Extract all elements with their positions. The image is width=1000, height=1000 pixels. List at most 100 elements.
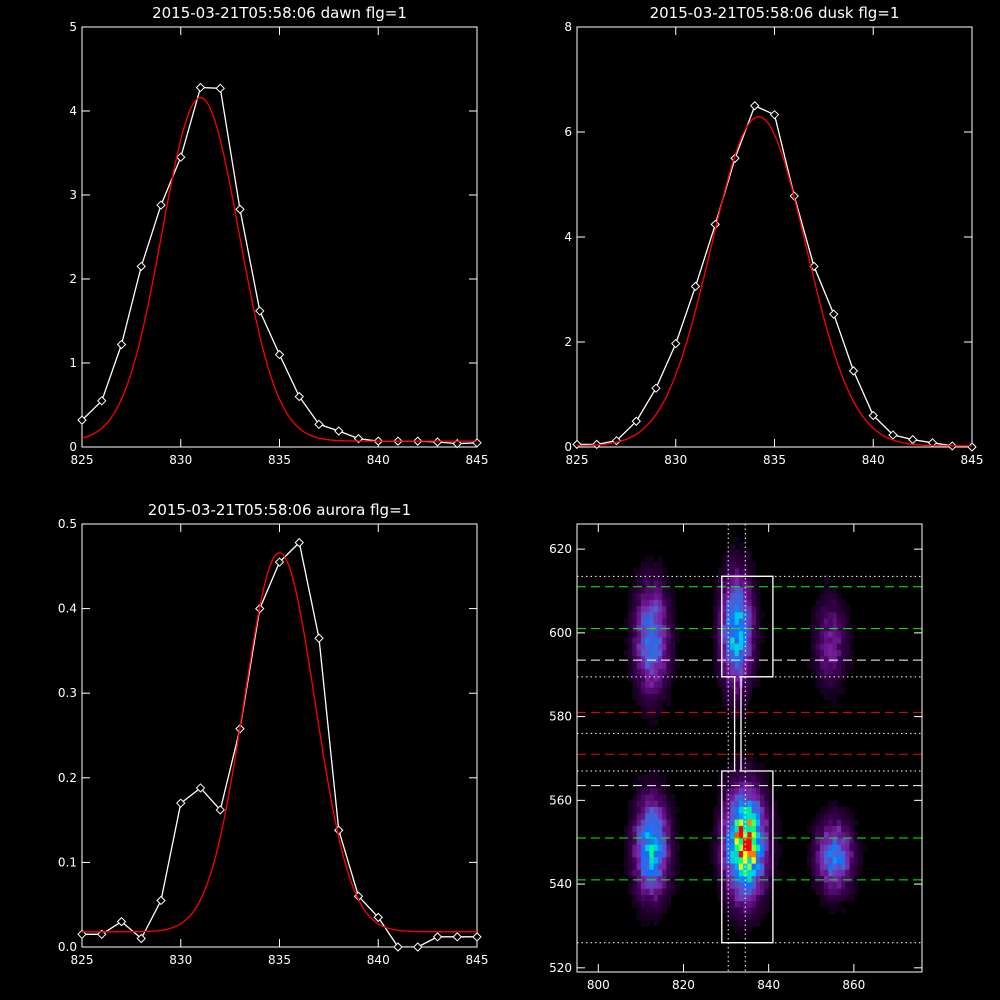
x-tick-label: 825 [71, 453, 94, 467]
data-line [82, 541, 477, 947]
x-tick-label: 800 [587, 978, 610, 992]
data-line [577, 104, 972, 447]
y-tick-label: 0.4 [58, 602, 77, 616]
data-point [472, 438, 482, 448]
y-tick-label: 0.1 [58, 855, 77, 869]
data-point [452, 932, 462, 942]
x-tick-label: 845 [961, 453, 984, 467]
data-point [432, 932, 443, 942]
y-tick-label: 2 [69, 272, 77, 286]
data-point [294, 391, 304, 402]
plot-frame [576, 523, 923, 973]
chart-2: 825 830 835 840 845 0.0 0.1 0.2 0.3 0.4 0.5 2015-03… [58, 501, 489, 967]
data-point [176, 152, 186, 162]
y-tick-label: 5 [69, 20, 77, 34]
selection-outline [721, 575, 774, 944]
x-tick-label: 835 [268, 453, 291, 467]
y-tick-label: 0.3 [58, 686, 77, 700]
data-point [334, 426, 344, 436]
chart-title: 2015-03-21T05:58:06 dawn flg=1 [152, 4, 407, 22]
data-point [413, 942, 423, 952]
data-point [373, 912, 383, 923]
data-point [116, 916, 127, 927]
data-point [274, 557, 285, 567]
data-point [195, 783, 206, 793]
data-point [572, 439, 582, 450]
y-tick-label: 0.2 [58, 771, 77, 785]
data-point [651, 383, 661, 393]
chart-1: 825 830 835 840 845 0 2 4 6 8 2015-03-21T05:58:06 … [564, 4, 983, 467]
chart-3: 800 820 840 860 520 540 560 580 600 620 [549, 523, 923, 992]
data-point [136, 261, 146, 272]
x-tick-label: 840 [757, 978, 780, 992]
data-point [215, 805, 225, 815]
data-point [215, 83, 225, 94]
data-point [888, 430, 898, 440]
data-point [967, 442, 977, 452]
y-tick-label: 540 [549, 877, 572, 891]
x-tick-label: 830 [169, 453, 192, 467]
y-tick-label: 600 [549, 626, 572, 640]
data-point [314, 633, 324, 643]
data-point [97, 396, 107, 406]
y-tick-label: 6 [564, 125, 572, 139]
x-tick-label: 835 [268, 953, 291, 967]
data-point [195, 82, 206, 93]
data-point [908, 434, 918, 445]
y-tick-label: 4 [564, 230, 572, 244]
data-point [294, 537, 304, 548]
data-point [176, 798, 186, 808]
data-point [848, 366, 859, 376]
y-tick-label: 4 [69, 104, 77, 118]
data-point [472, 932, 482, 942]
data-point [156, 895, 166, 906]
fit-curve [577, 116, 972, 447]
data-point [927, 438, 938, 448]
y-tick-label: 580 [549, 710, 572, 724]
x-tick-label: 840 [367, 953, 390, 967]
x-tick-label: 830 [169, 953, 192, 967]
y-tick-label: 2 [564, 335, 572, 349]
x-tick-label: 830 [664, 453, 687, 467]
y-tick-label: 520 [549, 961, 572, 975]
heatmap-pixels [623, 536, 868, 939]
y-tick-label: 1 [69, 356, 77, 370]
fit-curve [82, 552, 477, 933]
y-tick-label: 620 [549, 542, 572, 556]
x-tick-label: 845 [466, 453, 489, 467]
data-point [868, 410, 878, 421]
fit-curve [82, 96, 477, 442]
data-point [671, 338, 681, 349]
data-point [750, 101, 760, 111]
chart-title: 2015-03-21T05:58:06 aurora flg=1 [148, 501, 411, 519]
x-tick-label: 860 [842, 978, 865, 992]
x-tick-label: 825 [71, 953, 94, 967]
data-point [829, 309, 839, 319]
y-tick-label: 0.5 [58, 517, 77, 531]
y-tick-label: 0 [564, 440, 572, 454]
data-point [116, 339, 127, 350]
data-point [235, 204, 245, 214]
data-point [432, 437, 443, 447]
y-tick-label: 0.0 [58, 940, 77, 954]
chart-0: 825 830 835 840 845 0 1 2 3 4 5 2015-03-21T05:58:06… [69, 4, 488, 467]
data-point [393, 942, 403, 952]
x-tick-label: 820 [672, 978, 695, 992]
data-point [274, 349, 285, 360]
chart-title: 2015-03-21T05:58:06 dusk flg=1 [650, 4, 900, 22]
y-tick-label: 560 [549, 793, 572, 807]
data-point [334, 825, 344, 835]
plot-frame [576, 26, 973, 448]
data-point [314, 419, 324, 430]
y-tick-label: 8 [564, 20, 572, 34]
data-point [77, 415, 87, 425]
plot-frame [81, 523, 478, 948]
x-tick-label: 840 [367, 453, 390, 467]
plot-frame [81, 26, 478, 448]
x-tick-label: 835 [763, 453, 786, 467]
data-point [690, 281, 701, 292]
y-tick-label: 0 [69, 440, 77, 454]
data-point [136, 933, 146, 944]
data-point [156, 200, 166, 210]
